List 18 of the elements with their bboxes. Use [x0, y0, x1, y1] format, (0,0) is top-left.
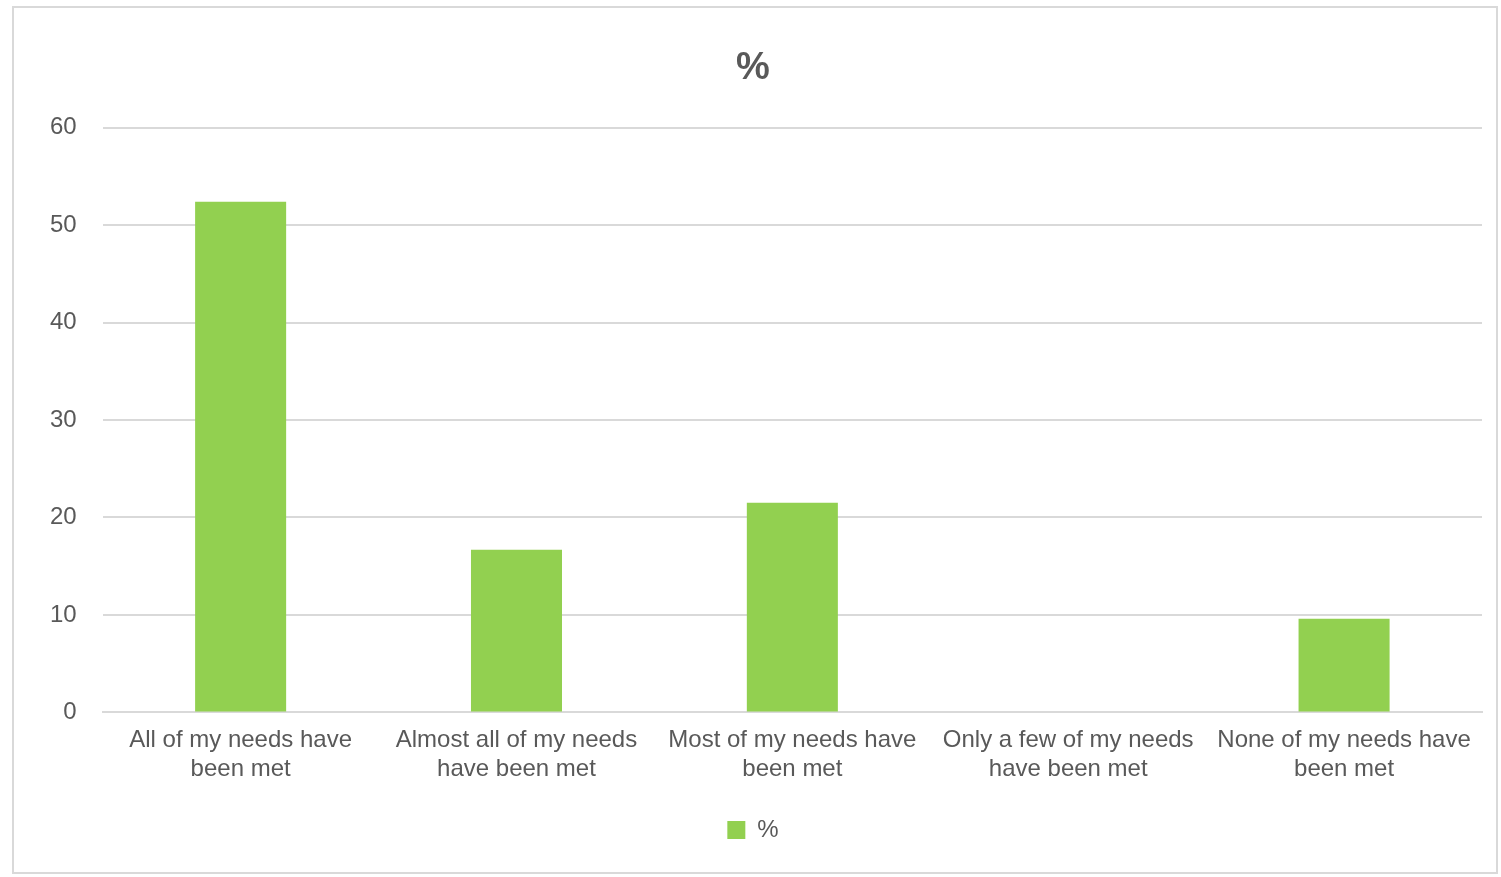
x-tick-label: Almost all of my needs have been met [395, 725, 638, 782]
x-tick-label: None of my needs have been met [1217, 725, 1471, 782]
bar [746, 502, 838, 712]
bar [195, 201, 287, 712]
y-tick-label: 20 [49, 502, 77, 530]
chart-title: % [736, 45, 770, 88]
y-tick-label: 10 [49, 599, 77, 627]
y-tick-label: 50 [49, 209, 77, 237]
bar [1298, 618, 1390, 712]
x-tick-label: Only a few of my needs have been met [942, 725, 1194, 782]
y-tick-label: 60 [49, 112, 77, 140]
x-tick-label: Most of my needs have been met [668, 725, 917, 782]
y-tick-label: 0 [63, 697, 77, 725]
bar [470, 549, 562, 712]
y-tick-label: 30 [49, 404, 77, 432]
y-tick-label: 40 [49, 307, 77, 335]
legend-label: % [757, 814, 779, 842]
x-tick-label: All of my needs have been met [129, 725, 353, 782]
